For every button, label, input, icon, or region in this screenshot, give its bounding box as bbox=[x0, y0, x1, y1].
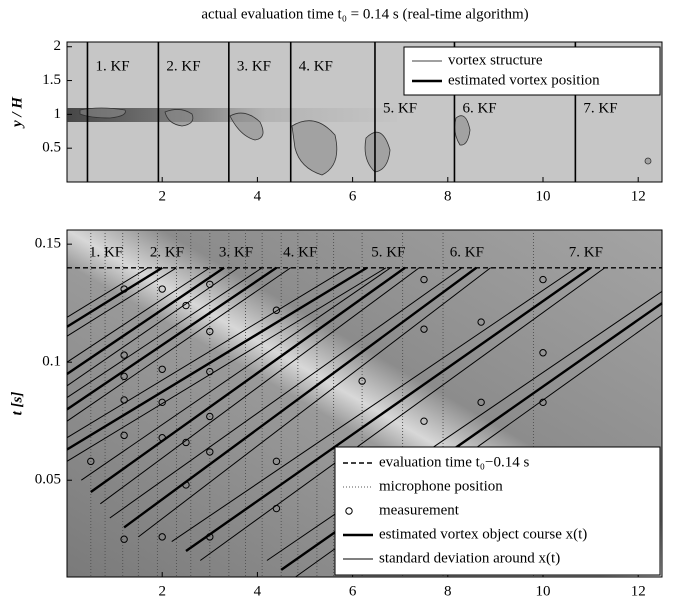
x-tick-label: 6 bbox=[349, 583, 357, 596]
x-tick-label: 12 bbox=[631, 188, 646, 204]
figure-title: actual evaluation time t₀ = 0.14 s (real… bbox=[201, 6, 528, 22]
legend-label: estimated vortex object course x(t) bbox=[379, 526, 587, 542]
keyframe-label: 1. KF bbox=[89, 244, 123, 260]
x-tick-label: 6 bbox=[349, 188, 357, 204]
x-tick-label: 2 bbox=[158, 583, 166, 596]
keyframe-label: 7. KF bbox=[583, 100, 617, 116]
keyframe-label: 3. KF bbox=[219, 244, 253, 260]
y-tick-label: 1 bbox=[54, 106, 62, 122]
y-tick-label: 0.5 bbox=[42, 140, 61, 156]
legend: evaluation time t₀−0.14 s microphone posi… bbox=[335, 447, 660, 575]
keyframe-label: 6. KF bbox=[450, 244, 484, 260]
x-tick-label: 4 bbox=[254, 583, 262, 596]
y-tick-label: 0.1 bbox=[42, 354, 61, 370]
keyframe-label: 1. KF bbox=[95, 58, 129, 74]
figure: actual evaluation time t₀ = 0.14 s (real… bbox=[0, 0, 685, 596]
y-axis-label: t [s] bbox=[9, 392, 25, 416]
keyframe-label: 4. KF bbox=[283, 244, 317, 260]
legend-label: microphone position bbox=[379, 478, 503, 494]
legend-label: vortex structure bbox=[448, 52, 543, 68]
keyframe-label: 4. KF bbox=[299, 58, 333, 74]
y-tick-label: 1.5 bbox=[42, 72, 61, 88]
y-axis-label: y / H bbox=[9, 96, 25, 129]
legend-label: standard deviation around x(t) bbox=[379, 550, 560, 566]
y-tick-label: 2 bbox=[54, 38, 62, 54]
x-tick-label: 12 bbox=[631, 583, 646, 596]
y-tick-label: 0.05 bbox=[35, 472, 61, 488]
legend-label: evaluation time t₀−0.14 s bbox=[379, 454, 529, 470]
y-tick-label: 0.15 bbox=[35, 236, 61, 252]
x-tick-label: 10 bbox=[536, 188, 551, 204]
keyframe-label: 7. KF bbox=[569, 244, 603, 260]
legend: vortex structure estimated vortex positio… bbox=[404, 47, 660, 95]
keyframe-label: 5. KF bbox=[371, 244, 405, 260]
keyframe-label: 2. KF bbox=[150, 244, 184, 260]
x-tick-label: 10 bbox=[536, 583, 551, 596]
keyframe-label: 5. KF bbox=[383, 100, 417, 116]
legend-label: estimated vortex position bbox=[448, 72, 600, 88]
x-tick-label: 8 bbox=[444, 583, 452, 596]
x-tick-label: 4 bbox=[254, 188, 262, 204]
keyframe-label: 6. KF bbox=[462, 100, 496, 116]
keyframe-label: 2. KF bbox=[166, 58, 200, 74]
x-tick-label: 2 bbox=[158, 188, 166, 204]
legend-label: measurement bbox=[379, 502, 460, 518]
keyframe-label: 3. KF bbox=[237, 58, 271, 74]
x-tick-label: 8 bbox=[444, 188, 452, 204]
